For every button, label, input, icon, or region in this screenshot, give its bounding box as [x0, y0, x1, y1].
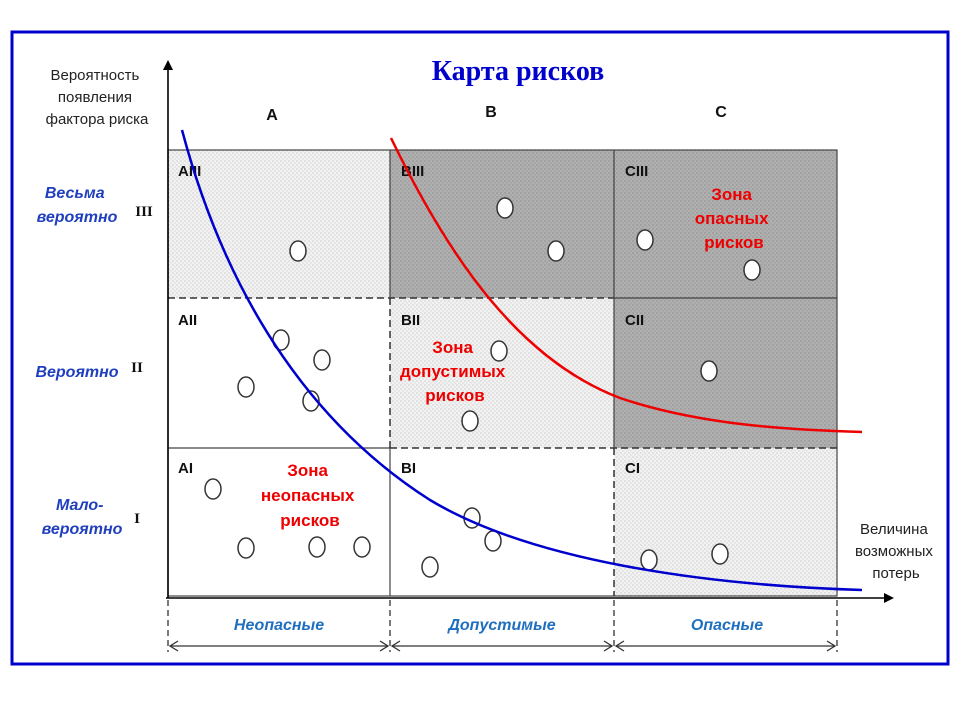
- category-label-acceptable: Допустимые: [446, 617, 555, 634]
- zone-label-line: опасных: [695, 209, 769, 228]
- bottom-category-brackets: [167, 600, 838, 652]
- risk-factor-point: [289, 240, 307, 262]
- zone-label-line: Зона: [711, 185, 752, 204]
- risk-factor-point: [313, 349, 331, 371]
- risk-factor-point: [711, 543, 729, 565]
- row-numeral-i: I: [134, 511, 140, 527]
- risk-factor-point: [353, 536, 371, 558]
- risk-factor-point: [640, 549, 658, 571]
- y-axis-label: Вероятность появления фактора риска: [46, 67, 149, 128]
- x-axis-label: Величина возможных потерь: [855, 521, 937, 582]
- row-numeral-ii: II: [131, 360, 143, 376]
- risk-factor-point: [421, 556, 439, 578]
- diagram-title: Карта рисков: [432, 56, 605, 87]
- dangerous-zone-boundary-curve: [389, 137, 863, 434]
- y-axis-label-line: Вероятность: [50, 67, 139, 84]
- risk-factor-point: [496, 197, 514, 219]
- zone-label-safe: Зона неопасных рисков: [261, 461, 359, 530]
- row-label-line: Вероятно: [35, 364, 118, 381]
- risk-factor-point: [237, 376, 255, 398]
- row-label-line: вероятно: [37, 209, 118, 226]
- risk-factor-point: [743, 259, 761, 281]
- cell-ai: [168, 448, 390, 596]
- risk-factor-point: [547, 240, 565, 262]
- risk-factor-point: [461, 410, 479, 432]
- row-label-line: Весьма: [45, 185, 105, 202]
- cell-label-bii: BII: [401, 312, 420, 329]
- cell-label-bi: BI: [401, 460, 416, 477]
- risk-factor-point: [237, 537, 255, 559]
- cell-aii: [168, 298, 390, 448]
- zone-label-line: неопасных: [261, 486, 355, 505]
- risk-factor-point: [484, 530, 502, 552]
- column-header-b: B: [485, 104, 497, 121]
- outer-frame: [10, 30, 950, 666]
- risk-factor-point: [636, 229, 654, 251]
- zone-label-line: Зона: [287, 461, 328, 480]
- cell-ci: [614, 448, 837, 596]
- cell-bii: [390, 298, 614, 448]
- row-label-line: Мало-: [56, 497, 103, 514]
- x-axis-label-line: Величина: [860, 521, 928, 538]
- category-label-dangerous: Опасные: [691, 617, 763, 634]
- row-numeral-iii: III: [135, 204, 153, 220]
- risk-grid: [167, 149, 838, 597]
- bracket-arrowhead: [168, 640, 837, 652]
- zone-label-dangerous: Зона опасных рисков: [695, 185, 774, 252]
- risk-factor-point: [700, 360, 718, 382]
- zone-label-line: рисков: [704, 233, 763, 252]
- row-label-medium: Вероятно: [35, 364, 118, 381]
- zone-label-acceptable: Зона допустимых рисков: [400, 338, 510, 405]
- cell-aiii: [168, 150, 390, 298]
- cell-label-cii: CII: [625, 312, 644, 329]
- row-label-high: Весьма вероятно: [37, 185, 118, 226]
- risk-factor-point: [308, 536, 326, 558]
- risk-factor-point: [490, 340, 508, 362]
- column-header-a: A: [266, 107, 278, 124]
- category-label-safe: Неопасные: [234, 617, 324, 634]
- zone-label-line: Зона: [432, 338, 473, 357]
- cell-cii: [614, 298, 837, 448]
- cell-ciii: [614, 150, 837, 298]
- row-label-low: Мало- вероятно: [42, 497, 123, 538]
- risk-factor-point: [204, 478, 222, 500]
- zone-label-line: рисков: [280, 511, 339, 530]
- zone-label-line: рисков: [425, 386, 484, 405]
- y-axis-label-line: появления: [58, 89, 132, 106]
- cell-label-ciii: CIII: [625, 163, 648, 180]
- cell-label-aiii: AIII: [178, 163, 201, 180]
- x-axis-label-line: потерь: [872, 565, 920, 582]
- row-label-line: вероятно: [42, 521, 123, 538]
- safe-zone-boundary-curve: [180, 129, 863, 592]
- column-header-c: C: [715, 104, 727, 121]
- y-axis-label-line: фактора риска: [46, 111, 149, 128]
- x-axis-label-line: возможных: [855, 543, 933, 560]
- cell-label-ci: CI: [625, 460, 640, 477]
- cell-biii: [390, 150, 614, 298]
- cell-label-ai: AI: [178, 460, 193, 477]
- zone-label-line: допустимых: [400, 362, 506, 381]
- risk-factor-point: [302, 390, 320, 412]
- cell-label-aii: AII: [178, 312, 197, 329]
